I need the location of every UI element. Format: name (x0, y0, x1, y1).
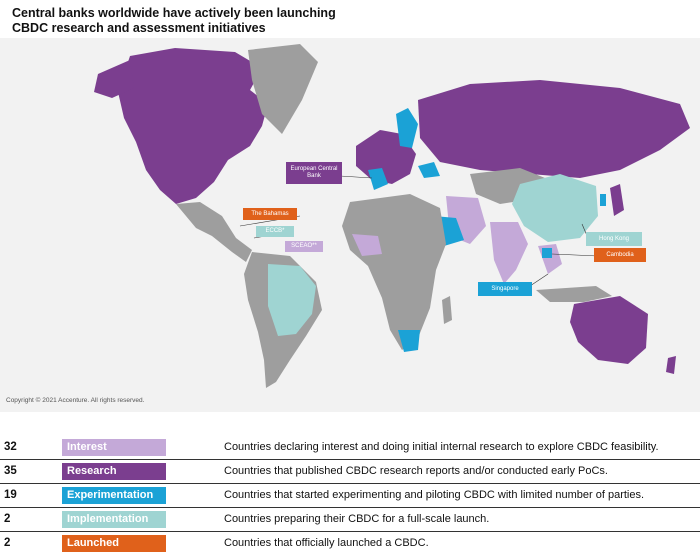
region-africa (342, 194, 446, 350)
copyright-text: Copyright © 2021 Accenture. All rights r… (6, 397, 145, 404)
legend-chip-experimentation: Experimentation (62, 487, 166, 504)
legend-chip-launched: Launched (62, 535, 166, 552)
callout-cambodia: Cambodia (594, 248, 646, 262)
callout-the-bahamas: The Bahamas (243, 208, 297, 220)
region-cambodia (542, 248, 552, 258)
region-south-africa (398, 330, 420, 352)
legend-chip-interest: Interest (62, 439, 166, 456)
region-greenland (248, 44, 318, 134)
legend-row-interest: 32 Interest Countries declaring interest… (0, 436, 700, 460)
legend-description: Countries that started experimenting and… (224, 489, 645, 501)
region-korea (600, 194, 606, 206)
region-japan (610, 184, 624, 216)
legend-row-experimentation: 19 Experimentation Countries that starte… (0, 484, 700, 508)
legend-description: Countries that published CBDC research r… (224, 465, 608, 477)
legend-row-implementation: 2 Implementation Countries preparing the… (0, 508, 700, 532)
legend-chip-research: Research (62, 463, 166, 480)
region-france (368, 168, 388, 190)
legend-description: Countries preparing their CBDC for a ful… (224, 513, 490, 525)
region-brazil (268, 264, 316, 336)
region-india (490, 222, 528, 284)
region-north-america (118, 48, 268, 204)
region-alaska (94, 60, 134, 98)
region-west-africa (352, 234, 382, 256)
region-madagascar (442, 296, 452, 324)
region-russia (418, 80, 690, 178)
region-ukraine (418, 162, 440, 178)
callout-singapore: Singapore (478, 282, 532, 296)
region-new-zealand (666, 356, 676, 374)
legend-count: 2 (4, 537, 11, 549)
legend-count: 19 (4, 489, 17, 501)
legend-chip-implementation: Implementation (62, 511, 166, 528)
world-map: European Central Bank The Bahamas ECCB* … (0, 38, 700, 412)
region-scandinavia (396, 108, 418, 148)
legend-description: Countries declaring interest and doing i… (224, 441, 659, 453)
region-australia (570, 296, 648, 364)
region-china (512, 174, 598, 242)
region-indonesia (536, 286, 612, 302)
page-title: Central banks worldwide have actively be… (12, 6, 336, 35)
legend-count: 2 (4, 513, 11, 525)
legend-row-research: 35 Research Countries that published CBD… (0, 460, 700, 484)
world-map-svg (94, 44, 690, 388)
legend-count: 32 (4, 441, 17, 453)
legend-count: 35 (4, 465, 17, 477)
callout-european-central-bank: European Central Bank (286, 162, 342, 184)
region-mexico (176, 202, 252, 262)
legend-description: Countries that officially launched a CBD… (224, 537, 429, 549)
callout-sceao: SCEAO** (285, 241, 323, 252)
callout-eccb: ECCB* (256, 226, 294, 237)
callout-hong-kong: Hong Kong (586, 232, 642, 246)
legend-row-launched: 2 Launched Countries that officially lau… (0, 532, 700, 556)
